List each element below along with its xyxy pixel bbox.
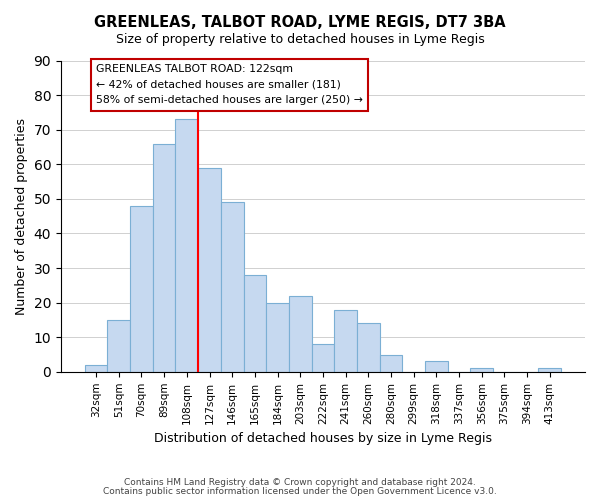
Y-axis label: Number of detached properties: Number of detached properties — [15, 118, 28, 314]
Bar — [244, 275, 266, 372]
Bar — [266, 302, 289, 372]
Bar — [357, 324, 380, 372]
Text: Contains public sector information licensed under the Open Government Licence v3: Contains public sector information licen… — [103, 487, 497, 496]
Bar — [538, 368, 561, 372]
Text: Contains HM Land Registry data © Crown copyright and database right 2024.: Contains HM Land Registry data © Crown c… — [124, 478, 476, 487]
Bar — [470, 368, 493, 372]
Bar — [289, 296, 311, 372]
Bar — [107, 320, 130, 372]
Text: GREENLEAS, TALBOT ROAD, LYME REGIS, DT7 3BA: GREENLEAS, TALBOT ROAD, LYME REGIS, DT7 … — [94, 15, 506, 30]
Bar — [175, 120, 198, 372]
Bar — [380, 354, 403, 372]
Bar — [221, 202, 244, 372]
Bar — [334, 310, 357, 372]
Bar — [130, 206, 153, 372]
Text: GREENLEAS TALBOT ROAD: 122sqm
← 42% of detached houses are smaller (181)
58% of : GREENLEAS TALBOT ROAD: 122sqm ← 42% of d… — [96, 64, 363, 105]
Bar — [198, 168, 221, 372]
Bar — [425, 362, 448, 372]
Bar — [153, 144, 175, 372]
Bar — [85, 365, 107, 372]
Text: Size of property relative to detached houses in Lyme Regis: Size of property relative to detached ho… — [116, 32, 484, 46]
Bar — [311, 344, 334, 372]
X-axis label: Distribution of detached houses by size in Lyme Regis: Distribution of detached houses by size … — [154, 432, 492, 445]
